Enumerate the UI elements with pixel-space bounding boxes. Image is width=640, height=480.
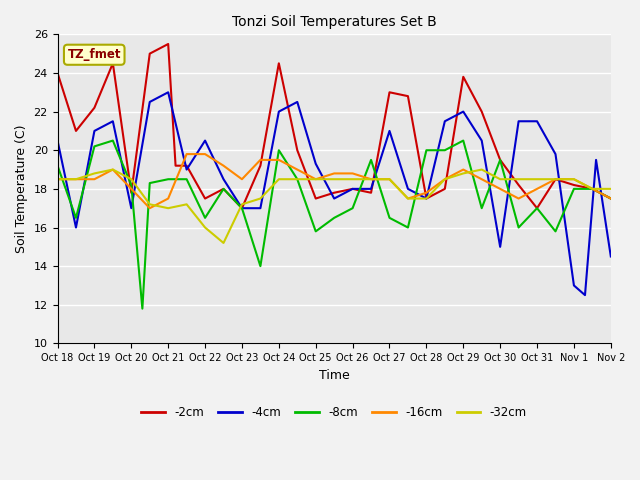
Y-axis label: Soil Temperature (C): Soil Temperature (C) — [15, 125, 28, 253]
Text: TZ_fmet: TZ_fmet — [67, 48, 121, 61]
Legend: -2cm, -4cm, -8cm, -16cm, -32cm: -2cm, -4cm, -8cm, -16cm, -32cm — [137, 402, 532, 424]
X-axis label: Time: Time — [319, 369, 349, 382]
Title: Tonzi Soil Temperatures Set B: Tonzi Soil Temperatures Set B — [232, 15, 436, 29]
